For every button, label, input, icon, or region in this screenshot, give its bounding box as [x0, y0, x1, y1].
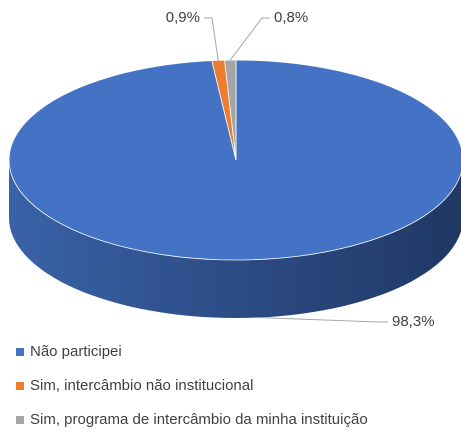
data-label: 0,8%	[274, 9, 308, 26]
legend-label: Sim, intercâmbio não institucional	[30, 377, 253, 394]
leader-line	[229, 17, 270, 61]
legend-swatch	[16, 382, 24, 390]
slice-side	[9, 160, 461, 318]
leader-line	[204, 17, 219, 61]
legend-label: Não participei	[30, 343, 122, 360]
slice	[8, 59, 461, 261]
data-label: 98,3%	[392, 313, 435, 330]
leader-line	[257, 317, 388, 323]
legend-label: Sim, programa de intercâmbio da minha in…	[30, 411, 368, 428]
data-label: 0,9%	[166, 9, 200, 26]
legend-swatch	[16, 348, 24, 356]
legend-swatch	[16, 416, 24, 424]
